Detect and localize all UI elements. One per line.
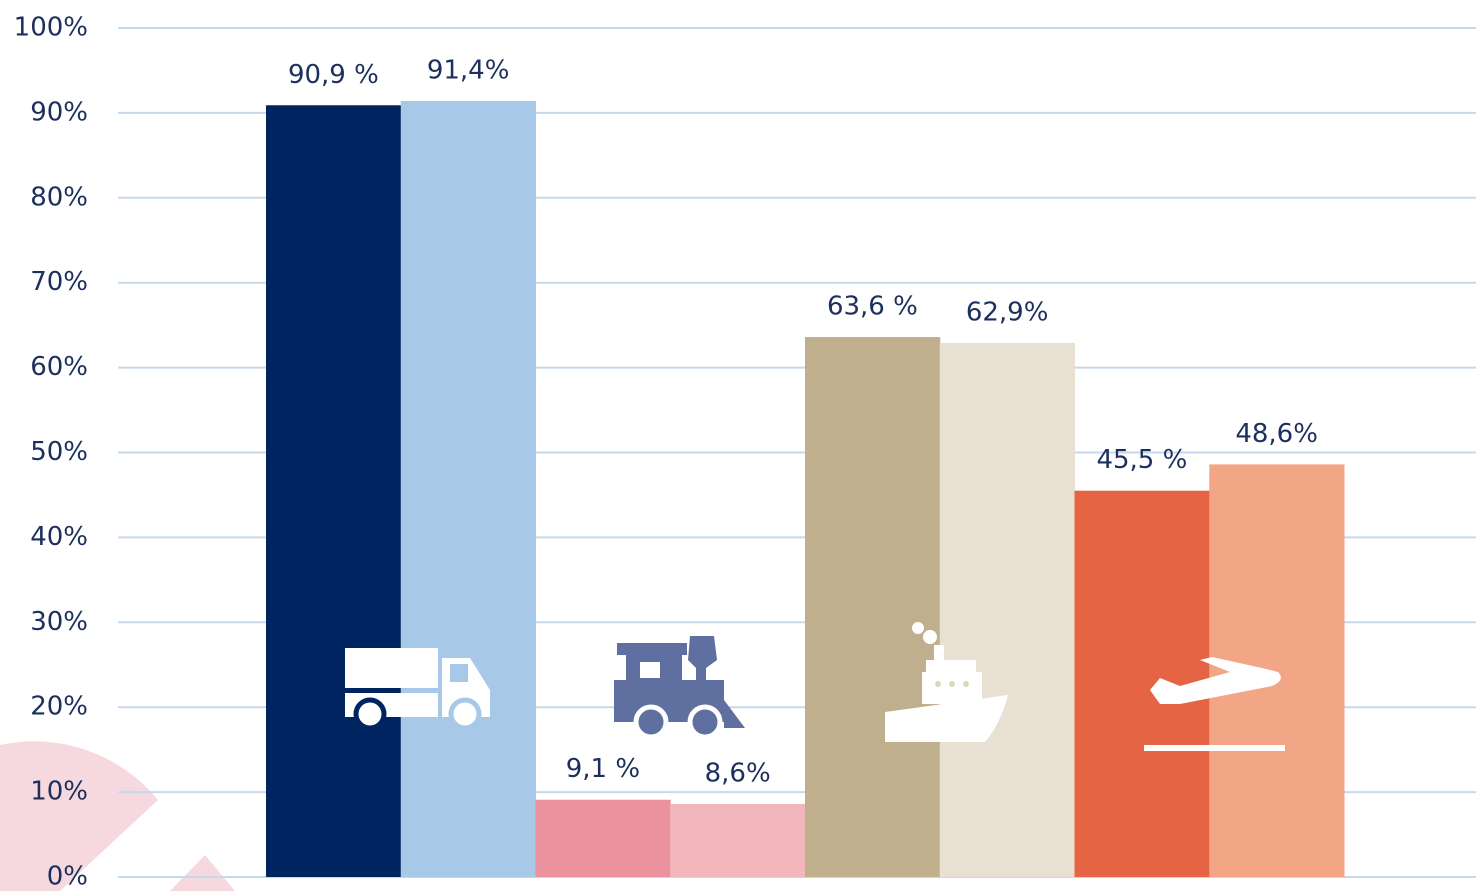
y-tick-label: 60% <box>30 352 88 382</box>
y-tick-label: 0% <box>47 862 88 892</box>
y-tick-label: 80% <box>30 182 88 212</box>
bar <box>939 342 1075 877</box>
y-tick-label: 30% <box>30 607 88 637</box>
plane-icon <box>1144 657 1285 751</box>
bar <box>535 799 671 877</box>
y-tick-label: 10% <box>30 777 88 807</box>
value-label: 45,5 % <box>1096 445 1187 475</box>
value-label: 90,9 % <box>288 60 379 90</box>
ship-icon <box>885 622 1008 742</box>
bar <box>400 101 536 878</box>
value-label: 9,1 % <box>566 754 640 784</box>
decoration <box>0 741 235 891</box>
y-tick-label: 70% <box>30 267 88 297</box>
truck-icon <box>345 648 490 731</box>
value-label: 63,6 % <box>827 292 918 322</box>
value-label: 62,9% <box>966 297 1049 327</box>
y-tick-label: 90% <box>30 97 88 127</box>
y-tick-label: 100% <box>14 13 88 43</box>
y-tick-label: 50% <box>30 437 88 467</box>
y-tick-label: 20% <box>30 692 88 722</box>
bar <box>1074 490 1210 877</box>
value-label: 48,6% <box>1235 419 1318 449</box>
value-label: 8,6% <box>705 758 771 788</box>
bar <box>670 803 806 877</box>
value-label: 91,4% <box>427 56 510 86</box>
bar <box>805 337 941 877</box>
bar <box>266 105 402 877</box>
train-icon <box>614 636 745 740</box>
y-tick-label: 40% <box>30 522 88 552</box>
